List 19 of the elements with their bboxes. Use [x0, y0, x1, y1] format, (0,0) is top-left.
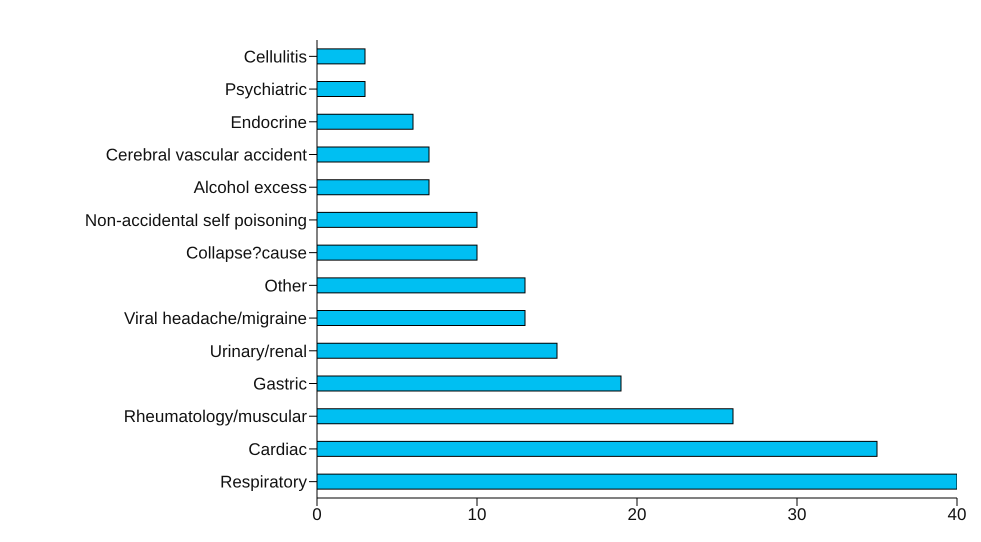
- y-tick-label: Cardiac: [248, 440, 308, 459]
- y-tick-label: Respiratory: [220, 472, 308, 492]
- y-tick-label: Cellulitis: [244, 47, 307, 66]
- y-tick-label: Collapse?cause: [186, 244, 307, 263]
- y-tick-label: Alcohol excess: [194, 178, 307, 198]
- x-tick-label: 0: [312, 505, 322, 524]
- x-tick-label: 30: [788, 505, 806, 524]
- y-tick-label: Other: [264, 276, 308, 296]
- y-tick-label: Endocrine: [230, 112, 307, 132]
- y-tick-label: Gastric: [253, 374, 308, 394]
- x-tick-label: 10: [468, 505, 486, 524]
- y-tick-label: Rheumatology/muscular: [124, 407, 308, 426]
- y-tick-label: Non-accidental self poisoning: [84, 210, 307, 230]
- x-tick-label: 40: [948, 505, 966, 524]
- y-tick-label: Psychiatric: [224, 80, 308, 100]
- y-tick-label: Cerebral vascular accident: [106, 146, 308, 165]
- x-tick-label: 20: [628, 505, 646, 524]
- y-tick-label: Viral headache/migraine: [124, 309, 307, 328]
- y-tick-label: Urinary/renal: [210, 342, 307, 361]
